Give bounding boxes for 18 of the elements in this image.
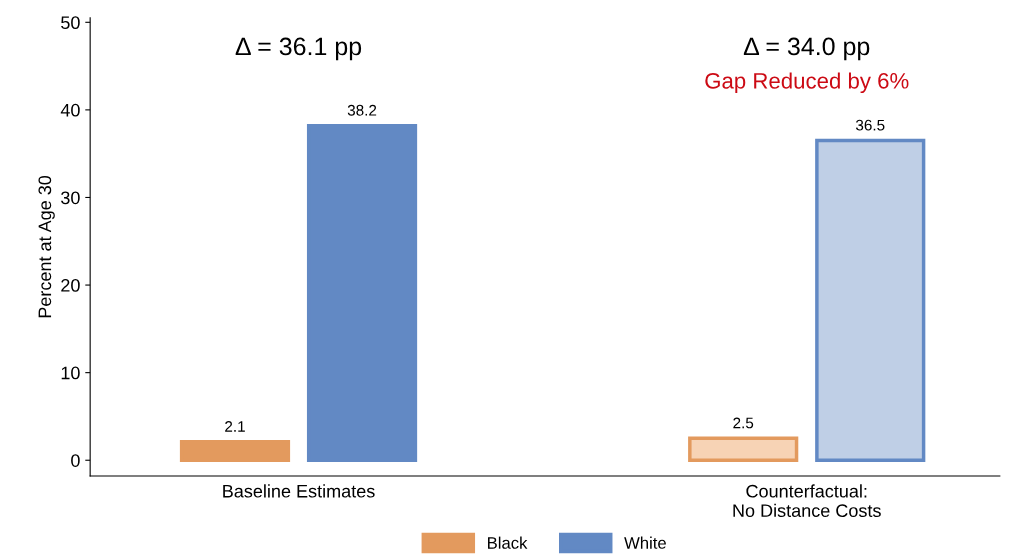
y-tick-label: 0	[71, 454, 80, 467]
y-tick-label: 30	[61, 191, 80, 205]
data-label: 38.2	[347, 104, 377, 116]
legend-label: White	[624, 536, 666, 549]
legend-label: Black	[488, 536, 528, 549]
annotation: Gap Reduced by 6%	[705, 72, 909, 94]
x-tick-label: Baseline Estimates	[223, 484, 375, 498]
y-axis-title: Percent at Age 30	[38, 175, 55, 318]
y-tick-label: 10	[61, 366, 80, 380]
annotation: Δ = 36.1 pp	[235, 37, 362, 61]
y-tick-label: 40	[60, 103, 80, 117]
data-label: 2.1	[225, 421, 245, 432]
annotation: Δ = 34.0 pp	[743, 37, 870, 61]
y-tick-label: 50	[61, 16, 80, 30]
data-label: 36.5	[855, 119, 885, 131]
y-tick-label: 20	[61, 278, 80, 292]
x-tick-label: Counterfactual: No Distance Costs	[733, 484, 881, 518]
data-label: 2.5	[733, 417, 754, 429]
